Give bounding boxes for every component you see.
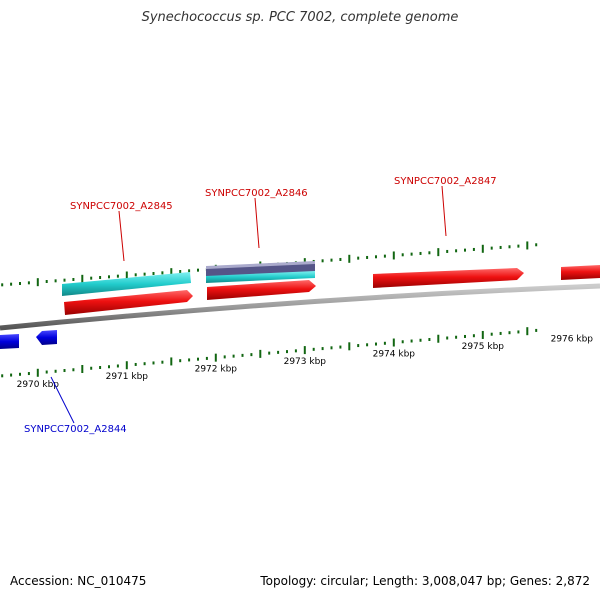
kbp-scale: 2970 kbp 2971 kbp 2972 kbp 2973 kbp 2974 kbp… xyxy=(17,334,594,389)
kbp-label: 2970 kbp xyxy=(17,380,60,390)
gene-label-A2847[interactable]: SYNPCC7002_A2847 xyxy=(394,176,497,187)
genome-backbone xyxy=(0,283,600,331)
gene-SYNPCC7002_A2847-arrow[interactable] xyxy=(373,268,524,288)
leader-line-A2846 xyxy=(254,197,260,249)
genome-summary-text: Topology: circular; Length: 3,008,047 bp… xyxy=(260,574,590,588)
feature-cyan-band-2 xyxy=(206,271,315,283)
gene-SYNPCC7002_A2846-arrow[interactable] xyxy=(207,280,316,300)
gene-SYNPCC7002_A2845-arrow[interactable] xyxy=(64,290,193,315)
leader-line-A2845 xyxy=(118,210,125,262)
feature-grey-stripe xyxy=(206,261,315,269)
kbp-label: 2974 kbp xyxy=(373,350,416,360)
tick-marks xyxy=(1,241,538,378)
gene-label-A2844[interactable]: SYNPCC7002_A2844 xyxy=(24,424,127,435)
gene-partial-arrow[interactable] xyxy=(561,265,600,280)
kbp-label: 2975 kbp xyxy=(462,342,505,352)
gene-SYNPCC7002_A2844-arrow[interactable] xyxy=(0,334,19,349)
kbp-label: 2976 kbp xyxy=(551,334,594,344)
feature-cyan-band-1 xyxy=(62,272,191,296)
kbp-label: 2973 kbp xyxy=(284,357,327,367)
kbp-label: 2972 kbp xyxy=(195,365,238,375)
gene-label-A2845[interactable]: SYNPCC7002_A2845 xyxy=(70,201,173,212)
kbp-label: 2971 kbp xyxy=(106,372,149,382)
leader-line-A2844 xyxy=(50,376,75,424)
accession-text: Accession: NC_010475 xyxy=(10,574,147,588)
gene-label-A2846[interactable]: SYNPCC7002_A2846 xyxy=(205,188,308,199)
leader-line-A2847 xyxy=(441,185,447,237)
genome-title: Synechococcus sp. PCC 7002, complete gen… xyxy=(141,10,459,25)
gene-blue-arrow-2[interactable] xyxy=(36,330,57,345)
